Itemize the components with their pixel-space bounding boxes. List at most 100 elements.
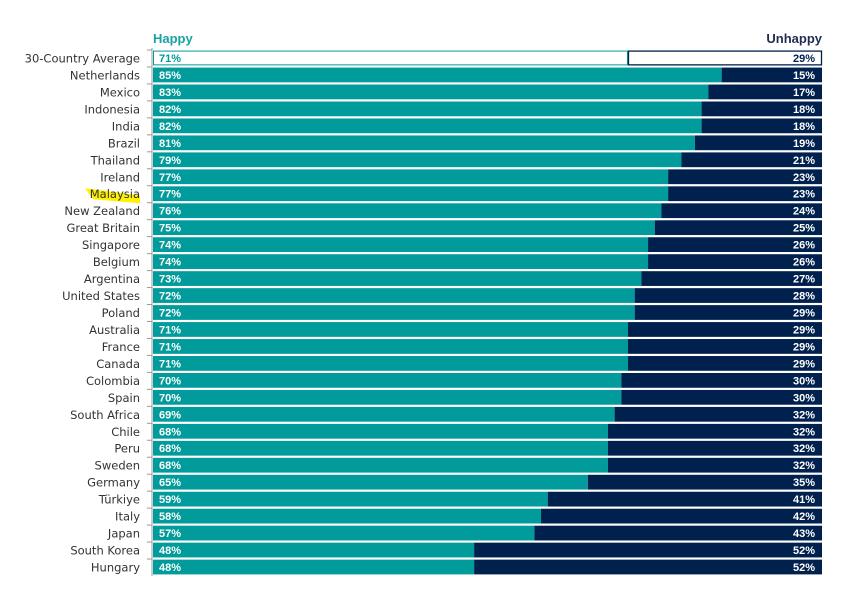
- category-label-t-rkiye: Türkiye: [98, 493, 140, 507]
- category-label-colombia: Colombia: [86, 374, 140, 388]
- value-label-happy: 74%: [159, 257, 181, 269]
- bar-unhappy-south-africa: [614, 406, 822, 422]
- value-label-happy: 76%: [159, 206, 181, 218]
- bar-happy-spain: [153, 389, 622, 405]
- value-label-happy: 59%: [159, 494, 181, 506]
- value-label-happy: 82%: [159, 121, 181, 133]
- bar-happy-great-britain: [153, 220, 655, 236]
- bar-unhappy-peru: [607, 440, 822, 456]
- bar-happy-malaysia: [153, 186, 669, 202]
- bar-unhappy-singapore: [648, 237, 822, 253]
- value-label-happy: 72%: [159, 308, 181, 320]
- bar-happy-argentina: [153, 271, 642, 286]
- bar-unhappy-sweden: [607, 457, 822, 473]
- value-label-unhappy: 30%: [793, 375, 815, 387]
- category-label-sweden: Sweden: [95, 459, 140, 473]
- value-label-unhappy: 18%: [793, 121, 815, 133]
- value-label-happy: 81%: [159, 138, 181, 150]
- category-label-ireland: Ireland: [100, 170, 140, 184]
- value-label-unhappy: 15%: [793, 70, 815, 82]
- value-label-happy: 74%: [159, 240, 181, 252]
- value-label-unhappy: 25%: [793, 223, 815, 235]
- value-label-happy: 73%: [159, 274, 181, 286]
- bar-happy-thailand: [153, 152, 682, 168]
- bar-unhappy-france: [627, 339, 822, 354]
- value-label-unhappy: 29%: [793, 308, 815, 320]
- value-label-happy: 72%: [159, 291, 181, 303]
- value-label-unhappy: 17%: [793, 87, 815, 99]
- bar-unhappy-germany: [587, 474, 822, 490]
- value-label-happy: 68%: [159, 443, 181, 455]
- category-label-indonesia: Indonesia: [84, 102, 140, 116]
- bar-unhappy-great-britain: [654, 220, 822, 236]
- bar-happy-peru: [153, 440, 608, 456]
- bar-happy-japan: [153, 525, 535, 541]
- category-label-australia: Australia: [89, 323, 140, 337]
- bar-unhappy-spain: [621, 389, 822, 405]
- value-label-unhappy: 32%: [793, 409, 815, 421]
- bar-unhappy-30-country-average: [627, 50, 823, 66]
- bar-happy-chile: [153, 423, 608, 439]
- bar-unhappy-indonesia: [701, 101, 822, 117]
- category-label-united-states: United States: [62, 289, 140, 303]
- value-label-unhappy: 18%: [793, 104, 815, 116]
- bar-unhappy-chile: [607, 423, 822, 439]
- category-label-canada: Canada: [96, 357, 140, 371]
- value-label-unhappy: 21%: [793, 155, 815, 167]
- value-label-unhappy: 27%: [793, 274, 815, 286]
- bar-unhappy-netherlands: [721, 67, 822, 83]
- bar-unhappy-australia: [627, 322, 822, 337]
- value-label-happy: 65%: [159, 477, 181, 489]
- category-label-hungary: Hungary: [91, 561, 140, 575]
- category-label-india: India: [112, 119, 140, 133]
- bar-unhappy-canada: [627, 356, 822, 371]
- value-label-unhappy: 29%: [793, 358, 815, 370]
- category-label-japan: Japan: [107, 527, 140, 541]
- value-label-happy: 77%: [159, 172, 181, 184]
- bar-happy-sweden: [153, 457, 608, 473]
- value-label-happy: 57%: [159, 528, 181, 540]
- category-label-peru: Peru: [114, 442, 140, 456]
- bar-happy-indonesia: [153, 101, 702, 117]
- category-label-great-britain: Great Britain: [66, 221, 140, 235]
- bar-unhappy-belgium: [648, 254, 822, 269]
- value-label-happy: 70%: [159, 392, 181, 404]
- value-label-unhappy: 52%: [793, 562, 815, 574]
- y-axis: [147, 48, 153, 576]
- bar-unhappy-brazil: [694, 135, 822, 151]
- category-label-france: France: [102, 340, 140, 354]
- bar-happy-t-rkiye: [153, 491, 548, 507]
- bar-happy-singapore: [153, 237, 649, 253]
- bar-unhappy-mexico: [708, 84, 822, 100]
- value-label-unhappy: 28%: [793, 291, 815, 303]
- value-label-happy: 79%: [159, 155, 181, 167]
- value-label-happy: 71%: [159, 341, 181, 353]
- bar-happy-netherlands: [153, 67, 722, 83]
- category-label-brazil: Brazil: [108, 136, 140, 150]
- value-label-unhappy: 42%: [793, 511, 815, 523]
- bar-unhappy-south-korea: [474, 542, 822, 558]
- category-label-malaysia: Malaysia: [90, 187, 140, 201]
- value-label-happy: 75%: [159, 223, 181, 235]
- value-label-happy: 48%: [159, 562, 181, 574]
- bar-unhappy-united-states: [634, 288, 822, 303]
- category-label-mexico: Mexico: [100, 85, 140, 99]
- bar-unhappy-japan: [534, 525, 822, 541]
- bar-happy-new-zealand: [153, 203, 662, 219]
- category-label-spain: Spain: [108, 391, 140, 405]
- value-label-unhappy: 32%: [793, 460, 815, 472]
- value-label-unhappy: 32%: [793, 443, 815, 455]
- value-label-unhappy: 23%: [793, 189, 815, 201]
- bars: 71% 29% 85% 15% 83% 17% 82% 18% 82% 18% 81% 19% 79% 2…: [153, 50, 823, 575]
- value-label-unhappy: 35%: [793, 477, 815, 489]
- bar-unhappy-colombia: [621, 372, 822, 388]
- bar-happy-brazil: [153, 135, 695, 151]
- bar-happy-germany: [153, 474, 588, 490]
- value-label-unhappy: 32%: [793, 426, 815, 438]
- category-label-argentina: Argentina: [84, 272, 140, 286]
- bar-happy-hungary: [153, 559, 475, 575]
- bar-happy-south-korea: [153, 542, 475, 558]
- category-labels: 30-Country Average Netherlands Mexico Indon…: [25, 51, 141, 574]
- value-label-happy: 58%: [159, 511, 181, 523]
- value-label-unhappy: 30%: [793, 392, 815, 404]
